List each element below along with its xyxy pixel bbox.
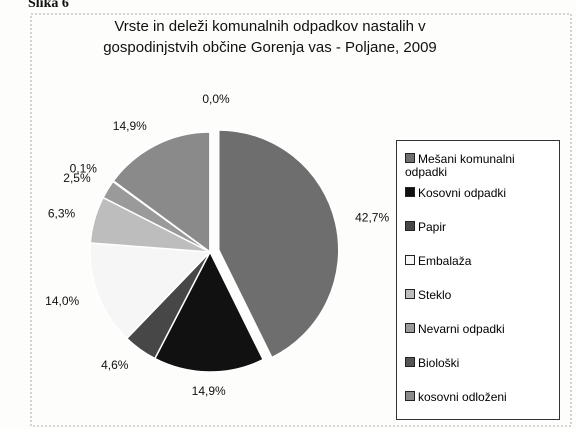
pie-slice bbox=[153, 250, 265, 373]
legend-item: Steklo bbox=[405, 289, 555, 302]
legend-item: Kosovni odpadki bbox=[405, 187, 555, 200]
legend-label: Kosovni odpadki bbox=[418, 186, 507, 200]
legend-swatch bbox=[405, 153, 415, 163]
legend-item: Nevarni odpadki bbox=[405, 323, 555, 336]
data-label: 42,7% bbox=[355, 210, 389, 224]
data-label: 4,6% bbox=[101, 358, 129, 372]
data-label: 14,9% bbox=[192, 384, 226, 398]
legend-label: Nevarni odpadki bbox=[418, 322, 505, 336]
legend-label: kosovni odloženi bbox=[418, 390, 507, 404]
legend-label: Papir bbox=[418, 220, 447, 234]
legend-item: Embalaža bbox=[405, 255, 555, 268]
legend-swatch bbox=[405, 221, 415, 231]
chart-title: Vrste in deleži komunalnih odpadkov nast… bbox=[103, 18, 437, 56]
chart-border bbox=[30, 13, 572, 427]
legend-swatch bbox=[405, 391, 415, 401]
data-label: 2,5% bbox=[63, 171, 91, 185]
legend-item: Biološki bbox=[405, 357, 555, 370]
legend: Mešani komunalni odpadki Kosovni odpadki P… bbox=[396, 140, 560, 420]
pie-slice bbox=[112, 131, 211, 254]
pie-slice bbox=[218, 129, 340, 359]
legend-item: Papir bbox=[405, 221, 555, 234]
legend-swatch bbox=[405, 289, 415, 299]
legend-swatch bbox=[405, 357, 415, 367]
legend-item: kosovni odloženi bbox=[405, 391, 555, 404]
legend-swatch bbox=[405, 187, 415, 197]
legend-label: Steklo bbox=[418, 288, 452, 302]
legend-label: Embalaža bbox=[418, 254, 472, 268]
legend-label: Biološki bbox=[418, 356, 460, 370]
legend-swatch bbox=[405, 323, 415, 333]
legend-label: Mešani komunalni odpadki bbox=[405, 152, 515, 179]
data-label: 6,3% bbox=[48, 206, 76, 220]
data-label: 0,0% bbox=[202, 92, 230, 106]
pie-slice bbox=[89, 242, 212, 340]
legend-item: Mešani komunalni odpadki bbox=[405, 153, 555, 179]
data-label: 0,1% bbox=[70, 162, 98, 176]
data-label: 14,9% bbox=[113, 119, 147, 133]
data-label: 14,0% bbox=[45, 294, 79, 308]
figure-label: Slika 6 bbox=[28, 0, 69, 11]
legend-swatch bbox=[405, 255, 415, 265]
